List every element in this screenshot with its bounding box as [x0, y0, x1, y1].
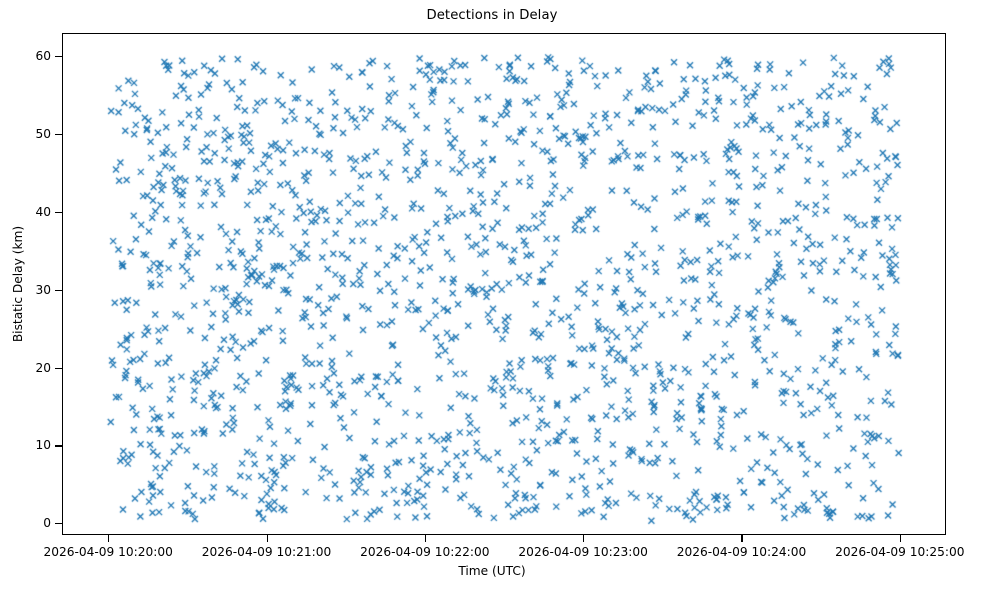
y-tick-label: 50: [35, 127, 51, 142]
chart-title: Detections in Delay: [426, 8, 558, 23]
y-tick-mark: [55, 289, 62, 291]
x-tick-mark: [424, 535, 426, 542]
y-tick-mark: [55, 445, 62, 447]
x-tick-label: 2026-04-09 10:22:00: [360, 545, 490, 559]
x-tick-mark: [266, 535, 268, 542]
x-tick-label: 2026-04-09 10:21:00: [201, 545, 332, 559]
y-tick-label: 10: [35, 438, 51, 453]
y-tick-mark: [55, 523, 62, 525]
x-tick-mark: [741, 535, 743, 542]
y-tick-label: 20: [35, 360, 51, 375]
scatter-plot-canvas: [63, 34, 945, 534]
y-tick-mark: [55, 56, 62, 58]
y-tick-label: 30: [35, 282, 51, 297]
y-tick-mark: [55, 134, 62, 136]
x-tick-label: 2026-04-09 10:24:00: [676, 545, 807, 559]
x-tick-label: 2026-04-09 10:23:00: [518, 545, 648, 559]
x-tick-mark: [899, 535, 901, 542]
y-axis-label: Bistatic Delay (km): [11, 225, 25, 343]
y-tick-mark: [55, 212, 62, 214]
plot-axes-frame: [62, 33, 946, 535]
y-tick-label: 40: [35, 205, 51, 219]
x-tick-label: 2026-04-09 10:20:00: [43, 545, 173, 559]
x-tick-mark: [583, 535, 585, 542]
x-tick-mark: [108, 535, 110, 542]
y-tick-mark: [55, 367, 62, 369]
y-axis-tick-labels: 0 10 20 30 40 50 60: [0, 0, 51, 590]
y-tick-label: 60: [35, 49, 51, 64]
y-tick-label: 0: [43, 516, 51, 531]
x-tick-label: 2026-04-09 10:25:00: [835, 545, 965, 559]
x-axis-label: Time (UTC): [458, 564, 526, 578]
